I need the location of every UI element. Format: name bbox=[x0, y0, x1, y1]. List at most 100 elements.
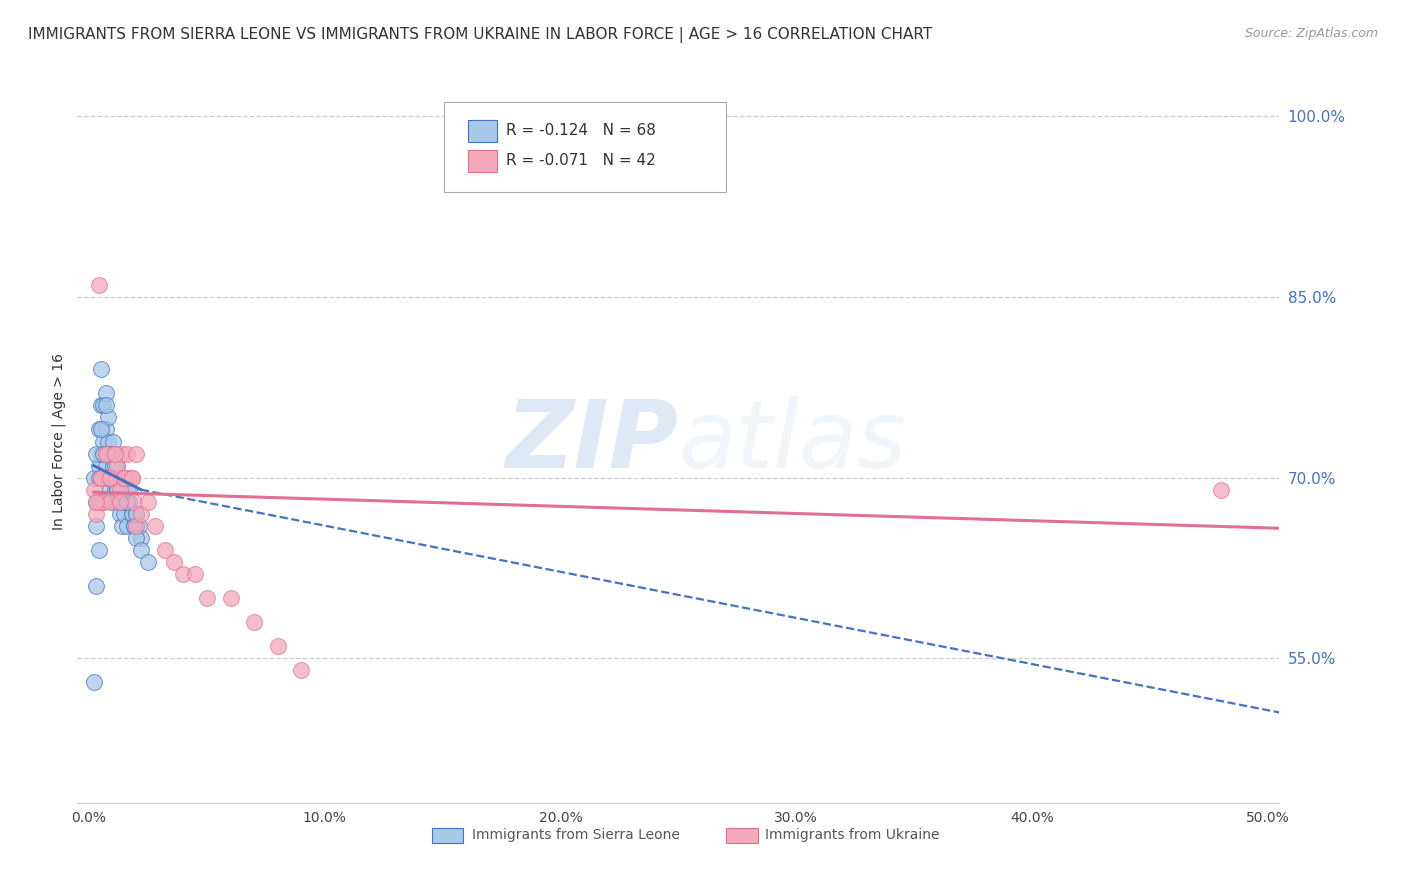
Point bbox=[115, 494, 138, 508]
Point bbox=[84, 494, 107, 508]
Point bbox=[108, 507, 131, 521]
Point bbox=[87, 423, 110, 437]
Point bbox=[91, 494, 114, 508]
Point bbox=[114, 471, 136, 485]
Point bbox=[90, 423, 112, 437]
Point bbox=[115, 519, 138, 533]
Point bbox=[84, 579, 107, 593]
Text: Immigrants from Ukraine: Immigrants from Ukraine bbox=[765, 828, 939, 841]
Bar bbox=[468, 120, 496, 142]
Point bbox=[125, 507, 148, 521]
Point bbox=[136, 494, 159, 508]
Point bbox=[83, 675, 105, 690]
Point bbox=[136, 555, 159, 569]
Point bbox=[129, 507, 152, 521]
Point bbox=[114, 471, 136, 485]
Point bbox=[101, 458, 124, 473]
Point bbox=[115, 447, 138, 461]
Point bbox=[94, 447, 117, 461]
Point bbox=[94, 386, 117, 401]
Point bbox=[121, 507, 143, 521]
Point bbox=[101, 434, 124, 449]
Bar bbox=[468, 151, 496, 172]
Point bbox=[91, 471, 114, 485]
Point bbox=[98, 483, 121, 497]
Text: R = -0.124   N = 68: R = -0.124 N = 68 bbox=[506, 122, 657, 137]
Point bbox=[104, 458, 127, 473]
Point bbox=[91, 398, 114, 412]
Point bbox=[84, 447, 107, 461]
Point bbox=[121, 471, 143, 485]
Point bbox=[94, 458, 117, 473]
Y-axis label: In Labor Force | Age > 16: In Labor Force | Age > 16 bbox=[52, 353, 66, 530]
Point bbox=[118, 483, 141, 497]
Point bbox=[125, 507, 148, 521]
Point bbox=[104, 447, 127, 461]
Point bbox=[94, 423, 117, 437]
Point bbox=[83, 471, 105, 485]
Text: atlas: atlas bbox=[679, 396, 907, 487]
Point bbox=[195, 591, 218, 606]
Point bbox=[108, 483, 131, 497]
Point bbox=[125, 531, 148, 545]
Text: ZIP: ZIP bbox=[506, 395, 679, 488]
Point bbox=[104, 483, 127, 497]
Point bbox=[143, 519, 166, 533]
Point bbox=[128, 519, 150, 533]
Point bbox=[90, 362, 112, 376]
Point bbox=[87, 542, 110, 557]
Point bbox=[90, 447, 112, 461]
Point bbox=[107, 458, 129, 473]
Point bbox=[98, 471, 121, 485]
Point bbox=[290, 664, 312, 678]
Point bbox=[94, 398, 117, 412]
Point bbox=[97, 447, 120, 461]
Point bbox=[87, 471, 110, 485]
Point bbox=[121, 471, 143, 485]
Text: Immigrants from Sierra Leone: Immigrants from Sierra Leone bbox=[471, 828, 679, 841]
Point bbox=[243, 615, 266, 630]
Point bbox=[114, 471, 136, 485]
Bar bbox=[432, 828, 463, 843]
Point bbox=[122, 519, 145, 533]
Point bbox=[91, 494, 114, 508]
Point bbox=[97, 434, 120, 449]
Point bbox=[111, 494, 134, 508]
Point bbox=[1209, 483, 1232, 497]
Point bbox=[219, 591, 242, 606]
Point bbox=[122, 519, 145, 533]
Point bbox=[97, 471, 120, 485]
Point bbox=[84, 519, 107, 533]
Bar bbox=[727, 828, 758, 843]
Point bbox=[98, 471, 121, 485]
Point bbox=[129, 542, 152, 557]
Point bbox=[118, 494, 141, 508]
Point bbox=[91, 447, 114, 461]
Point bbox=[87, 494, 110, 508]
Point bbox=[125, 447, 148, 461]
Point bbox=[118, 471, 141, 485]
Point bbox=[87, 458, 110, 473]
Point bbox=[121, 507, 143, 521]
Point bbox=[90, 471, 112, 485]
Point bbox=[267, 639, 290, 653]
Point bbox=[83, 483, 105, 497]
Point bbox=[129, 531, 152, 545]
Point bbox=[98, 447, 121, 461]
Point bbox=[108, 494, 131, 508]
Point bbox=[97, 471, 120, 485]
Point bbox=[101, 447, 124, 461]
Point bbox=[115, 494, 138, 508]
Point bbox=[107, 458, 129, 473]
Point bbox=[98, 494, 121, 508]
Point bbox=[101, 447, 124, 461]
Point bbox=[101, 494, 124, 508]
Text: Source: ZipAtlas.com: Source: ZipAtlas.com bbox=[1244, 27, 1378, 40]
Point bbox=[84, 507, 107, 521]
Point bbox=[107, 483, 129, 497]
Point bbox=[111, 519, 134, 533]
Point bbox=[122, 494, 145, 508]
Point bbox=[111, 483, 134, 497]
Point bbox=[114, 471, 136, 485]
Point bbox=[108, 471, 131, 485]
